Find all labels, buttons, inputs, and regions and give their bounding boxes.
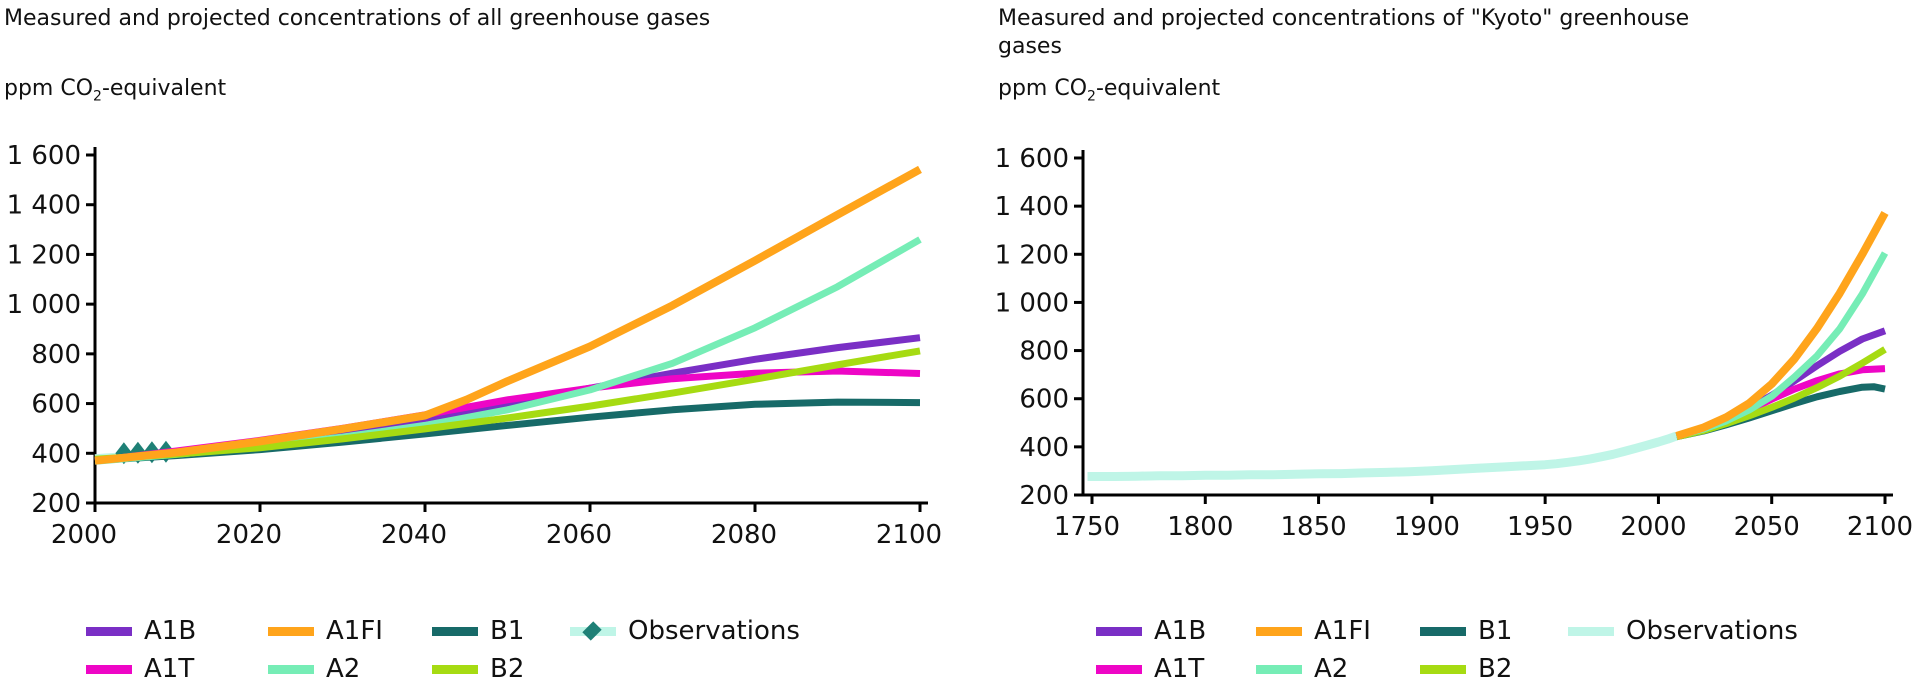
x-tick-label: 1750: [1054, 512, 1120, 542]
unit-text: ppm CO: [4, 76, 94, 101]
chart-title: Measured and projected concentrations of…: [998, 5, 1838, 61]
a1fi-swatch: [1256, 626, 1302, 636]
y-axis-unit-label: ppm CO2-equivalent: [998, 76, 1220, 109]
legend-item-a2: A2: [1256, 654, 1348, 683]
x-tick-label: 1950: [1507, 512, 1573, 542]
legend-item-a1t: A1T: [1096, 654, 1204, 683]
y-tick-label: 800: [31, 340, 81, 370]
a1t-swatch: [86, 664, 132, 674]
x-tick-label: 2100: [1847, 512, 1913, 542]
legend-label: A1T: [1154, 654, 1205, 683]
series-a1fi: [1675, 210, 1889, 440]
x-tick-label: 2080: [711, 520, 777, 550]
y-tick-label: 1 400: [995, 192, 1069, 222]
legend-label: A1T: [144, 654, 195, 683]
series-a1fi: [94, 165, 922, 465]
series-observations: [1087, 431, 1679, 481]
x-tick-label: 1850: [1280, 512, 1346, 542]
y-tick-label: 600: [1019, 385, 1069, 415]
y-axis-unit-label: ppm CO2-equivalent: [4, 76, 226, 109]
y-tick-label: 1 000: [995, 288, 1069, 318]
legend-item-b1: B1: [1420, 616, 1512, 646]
y-tick-label: 1 200: [7, 240, 81, 270]
legend-item-a1b: A1B: [86, 616, 196, 646]
legend-item-a1fi: A1FI: [1256, 616, 1371, 646]
a2-swatch: [1256, 664, 1302, 674]
chart-all-greenhouse-gases: Measured and projected concentrations of…: [4, 5, 943, 683]
legend-label: B2: [1478, 654, 1513, 683]
b1-swatch: [1420, 626, 1466, 636]
y-tick-label: 1 200: [995, 240, 1069, 270]
x-tick-label: 2050: [1734, 512, 1800, 542]
y-tick-label: 600: [31, 390, 81, 420]
x-tick-label: 2040: [381, 520, 447, 550]
x-tick-label: 2100: [876, 520, 942, 550]
series-b2: [94, 347, 921, 463]
x-tick-label: 2000: [1620, 512, 1686, 542]
legend-item-a1b: A1B: [1096, 616, 1206, 646]
legend-item-b2: B2: [1420, 654, 1512, 683]
y-tick-label: 1 600: [995, 144, 1069, 174]
unit-subscript: 2: [93, 88, 102, 105]
y-tick-label: 400: [31, 439, 81, 469]
legend-label: B2: [490, 654, 525, 683]
legend-label: A1B: [144, 616, 197, 646]
legend-item-a1fi: A1FI: [268, 616, 383, 646]
legend-label: Observations: [628, 616, 800, 646]
legend-item-a2: A2: [268, 654, 360, 683]
legend-label: A2: [1314, 654, 1349, 683]
y-tick-label: 200: [31, 489, 81, 519]
b2-swatch: [432, 664, 478, 674]
chart-title-line: Measured and projected concentrations of…: [998, 6, 1690, 31]
y-tick-label: 400: [1019, 433, 1069, 463]
legend-label: B1: [1478, 616, 1513, 646]
legend-label: Observations: [1626, 616, 1798, 646]
legend-label: A2: [326, 654, 361, 683]
unit-text: -equivalent: [1095, 76, 1221, 101]
chart-title: Measured and projected concentrations of…: [4, 5, 904, 33]
legend-item-b2: B2: [432, 654, 524, 683]
unit-subscript: 2: [1087, 88, 1096, 105]
legend-label: A1FI: [326, 616, 383, 646]
y-tick-label: 1 600: [7, 141, 81, 171]
observations-swatch: [570, 620, 616, 641]
a1fi-swatch: [268, 626, 314, 636]
x-tick-label: 2020: [216, 520, 282, 550]
chart-title-line: gases: [998, 34, 1062, 59]
a2-swatch: [268, 664, 314, 674]
legend-item-b1: B1: [432, 616, 524, 646]
unit-text: ppm CO: [998, 76, 1088, 101]
x-tick-label: 2000: [51, 520, 117, 550]
b2-swatch: [1420, 664, 1466, 674]
a1b-swatch: [86, 626, 132, 636]
y-tick-label: 1 400: [7, 191, 81, 221]
series-a1b: [1675, 327, 1887, 440]
unit-text: -equivalent: [101, 76, 227, 101]
a1t-swatch: [1096, 664, 1142, 674]
legend-label: A1B: [1154, 616, 1207, 646]
a1b-swatch: [1096, 626, 1142, 636]
plot-area-all-gases: 200 400 600 800 1 000 1 200 1 400 1 600 2000 2020…: [7, 141, 943, 550]
b1-swatch: [432, 626, 478, 636]
observations-swatch: [1568, 626, 1614, 636]
x-tick-label: 1800: [1167, 512, 1233, 542]
legend-label: A1FI: [1314, 616, 1371, 646]
legend-label: B1: [490, 616, 525, 646]
x-tick-label: 1900: [1394, 512, 1460, 542]
x-tick-label: 2060: [546, 520, 612, 550]
y-tick-label: 200: [1019, 481, 1069, 511]
legend-item-observations: Observations: [1568, 616, 1798, 646]
observation-diamond-icon: [582, 620, 602, 641]
legend-item-a1t: A1T: [86, 654, 194, 683]
chart-kyoto-greenhouse-gases: Measured and projected concentrations of…: [960, 0, 1920, 683]
y-tick-label: 800: [1019, 337, 1069, 367]
chart-title-line: Measured and projected concentrations of…: [4, 6, 711, 31]
legend-item-observations: Observations: [570, 616, 800, 646]
y-tick-label: 1 000: [7, 290, 81, 320]
plot-area-kyoto-gases: 200 400 600 800 1 000 1 200 1 400 1 600 1750 1800…: [995, 144, 1914, 542]
